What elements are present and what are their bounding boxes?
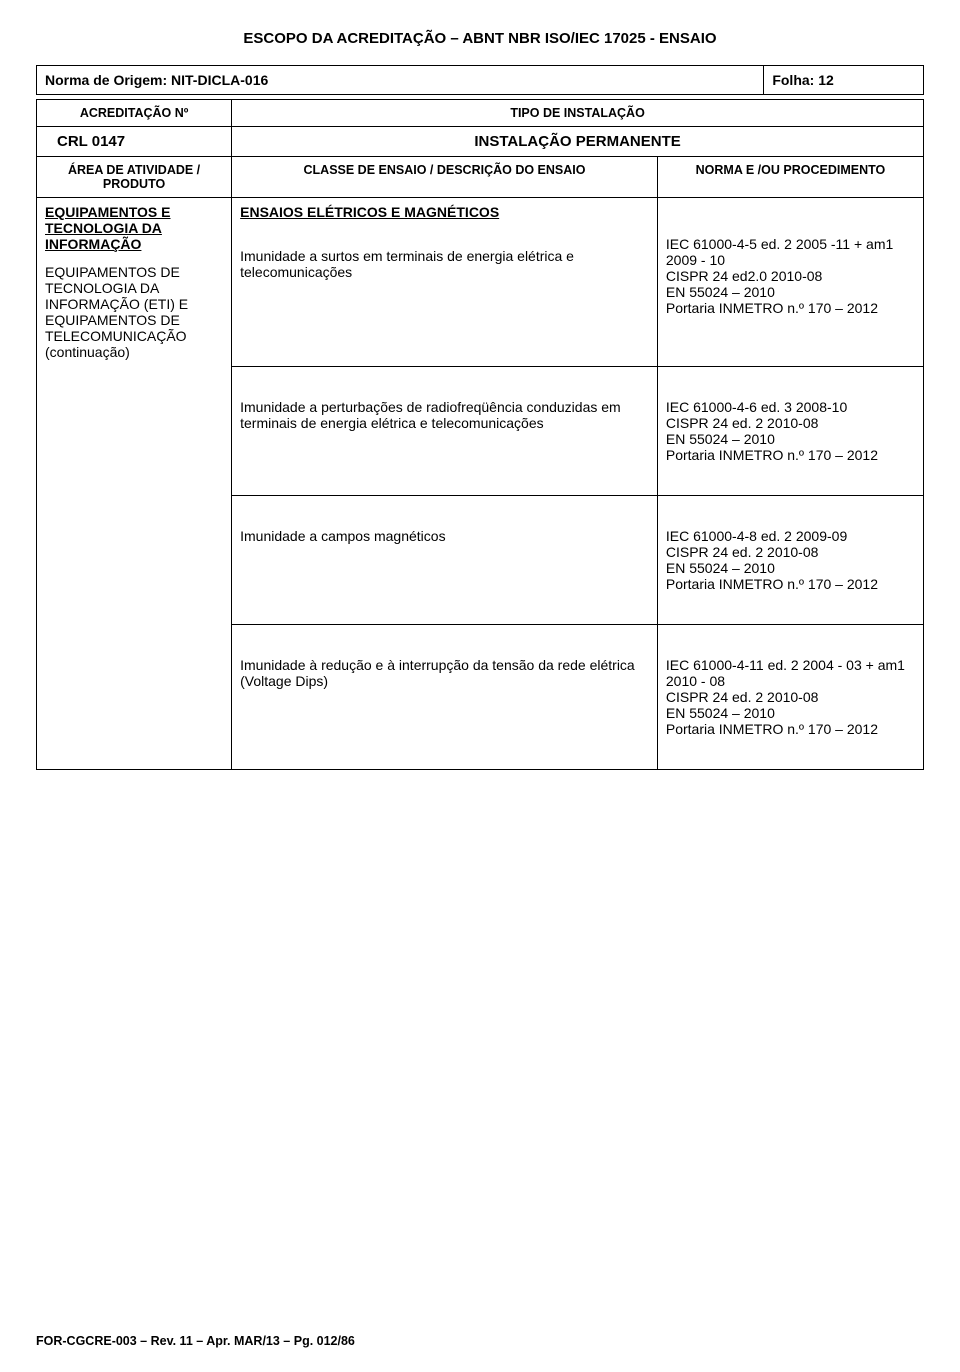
page-title: ESCOPO DA ACREDITAÇÃO – ABNT NBR ISO/IEC… <box>36 30 924 47</box>
norm-cell-1: IEC 61000-4-6 ed. 3 2008-10 CISPR 24 ed.… <box>657 366 923 495</box>
norm-1-1: CISPR 24 ed. 2 2010-08 <box>666 415 915 431</box>
origin-label: Norma de Origem: NIT-DICLA-016 <box>37 66 764 95</box>
col2-header: CLASSE DE ENSAIO / DESCRIÇÃO DO ENSAIO <box>232 157 658 198</box>
crl-cell: CRL 0147 <box>37 127 232 157</box>
norm-2-2: EN 55024 – 2010 <box>666 560 915 576</box>
norm-0-2: EN 55024 – 2010 <box>666 284 915 300</box>
norm-0-1: CISPR 24 ed2.0 2010-08 <box>666 268 915 284</box>
tipo-header: TIPO DE INSTALAÇÃO <box>232 100 924 127</box>
desc-3: Imunidade à redução e à interrupção da t… <box>240 657 649 689</box>
footer-text: FOR-CGCRE-003 – Rev. 11 – Apr. MAR/13 – … <box>36 1334 355 1348</box>
folha-cell: Folha: 12 <box>764 66 924 95</box>
desc-cell-0: ENSAIOS ELÉTRICOS E MAGNÉTICOS Imunidade… <box>232 198 658 367</box>
folha-value: 12 <box>818 72 834 88</box>
desc-2: Imunidade a campos magnéticos <box>240 528 649 544</box>
class-title: ENSAIOS ELÉTRICOS E MAGNÉTICOS <box>240 204 649 220</box>
norm-3-3: Portaria INMETRO n.º 170 – 2012 <box>666 721 915 737</box>
norm-1-0: IEC 61000-4-6 ed. 3 2008-10 <box>666 399 915 415</box>
norm-cell-0: IEC 61000-4-5 ed. 2 2005 -11 + am1 2009 … <box>657 198 923 367</box>
area-title-line-0: EQUIPAMENTOS E <box>45 204 171 220</box>
acreditacao-header: ACREDITAÇÃO Nº <box>37 100 232 127</box>
col1-header: ÁREA DE ATIVIDADE / PRODUTO <box>37 157 232 198</box>
norm-2-0: IEC 61000-4-8 ed. 2 2009-09 <box>666 528 915 544</box>
norm-cell-2: IEC 61000-4-8 ed. 2 2009-09 CISPR 24 ed.… <box>657 495 923 624</box>
norm-3-1: CISPR 24 ed. 2 2010-08 <box>666 689 915 705</box>
desc-cell-1: Imunidade a perturbações de radiofreqüên… <box>232 366 658 495</box>
origin-table: Norma de Origem: NIT-DICLA-016 Folha: 12 <box>36 65 924 95</box>
instalacao-cell: INSTALAÇÃO PERMANENTE <box>232 127 924 157</box>
norm-3-0: IEC 61000-4-11 ed. 2 2004 - 03 + am1 201… <box>666 657 915 689</box>
area-cell: EQUIPAMENTOS E TECNOLOGIA DA INFORMAÇÃO … <box>37 198 232 367</box>
desc-0: Imunidade a surtos em terminais de energ… <box>240 248 649 280</box>
norm-0-3: Portaria INMETRO n.º 170 – 2012 <box>666 300 915 316</box>
norm-2-3: Portaria INMETRO n.º 170 – 2012 <box>666 576 915 592</box>
area-sub-2: INFORMAÇÃO (ETI) E <box>45 296 188 312</box>
norm-1-3: Portaria INMETRO n.º 170 – 2012 <box>666 447 915 463</box>
desc-cell-3: Imunidade à redução e à interrupção da t… <box>232 624 658 769</box>
area-cell-empty-2 <box>37 495 232 624</box>
norm-cell-3: IEC 61000-4-11 ed. 2 2004 - 03 + am1 201… <box>657 624 923 769</box>
norm-0-0: IEC 61000-4-5 ed. 2 2005 -11 + am1 2009 … <box>666 236 915 268</box>
area-cell-empty-3 <box>37 624 232 769</box>
norm-3-2: EN 55024 – 2010 <box>666 705 915 721</box>
area-sub-0: EQUIPAMENTOS DE <box>45 264 180 280</box>
area-title-line-1: TECNOLOGIA DA <box>45 220 162 236</box>
area-sub-5: (continuação) <box>45 344 130 360</box>
area-sub-3: EQUIPAMENTOS DE <box>45 312 180 328</box>
desc-1: Imunidade a perturbações de radiofreqüên… <box>240 399 649 431</box>
area-sub-1: TECNOLOGIA DA <box>45 280 159 296</box>
area-sub-4: TELECOMUNICAÇÃO <box>45 328 187 344</box>
area-cell-empty-1 <box>37 366 232 495</box>
desc-cell-2: Imunidade a campos magnéticos <box>232 495 658 624</box>
col3-header: NORMA E /OU PROCEDIMENTO <box>657 157 923 198</box>
main-table: ACREDITAÇÃO Nº TIPO DE INSTALAÇÃO CRL 01… <box>36 99 924 770</box>
norm-1-2: EN 55024 – 2010 <box>666 431 915 447</box>
norm-2-1: CISPR 24 ed. 2 2010-08 <box>666 544 915 560</box>
folha-label: Folha: <box>772 72 814 88</box>
area-title-line-2: INFORMAÇÃO <box>45 236 141 252</box>
